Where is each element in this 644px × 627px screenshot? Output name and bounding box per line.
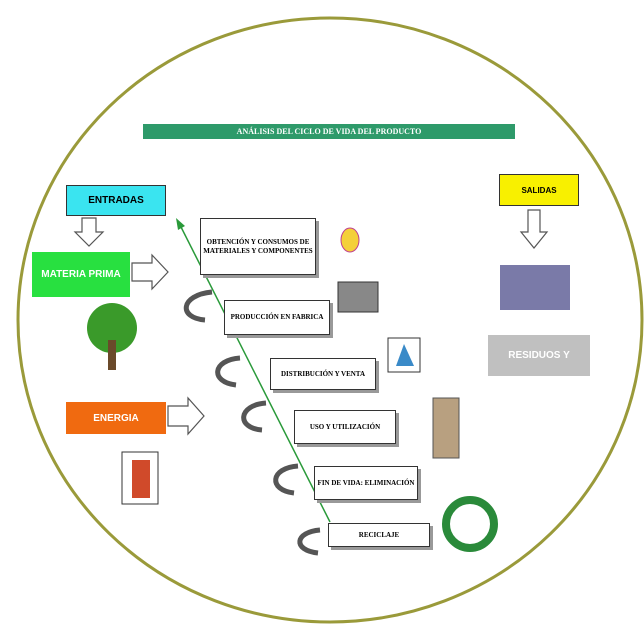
diagram: ANÁLISIS DEL CICLO DE VIDA DEL PRODUCTO …	[0, 0, 644, 627]
output-item: RESIDUOS Y	[488, 335, 590, 376]
stage: USO Y UTILIZACIÓN	[294, 410, 396, 444]
input-item: MATERIA PRIMA	[32, 252, 130, 297]
stage: DISTRIBUCIÓN Y VENTA	[270, 358, 376, 390]
input-item: ENERGIA	[66, 402, 166, 434]
stage: RECICLAJE	[328, 523, 430, 547]
stage: FIN DE VIDA: ELIMINACIÓN	[314, 466, 418, 500]
title: ANÁLISIS DEL CICLO DE VIDA DEL PRODUCTO	[143, 124, 515, 139]
inputs-header: ENTRADAS	[66, 185, 166, 216]
stage: OBTENCIÓN Y CONSUMOS DE MATERIALES Y COM…	[200, 218, 316, 275]
outputs-header: SALIDAS	[499, 174, 579, 206]
stage: PRODUCCIÓN EN FABRICA	[224, 300, 330, 335]
